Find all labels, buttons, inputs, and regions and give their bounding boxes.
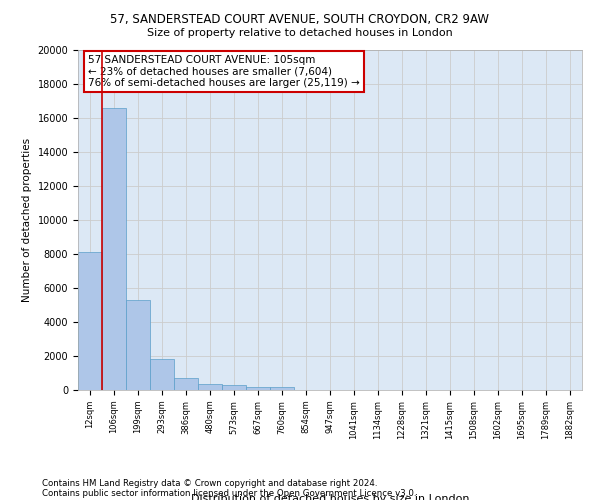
Text: 57 SANDERSTEAD COURT AVENUE: 105sqm
← 23% of detached houses are smaller (7,604): 57 SANDERSTEAD COURT AVENUE: 105sqm ← 23…	[88, 55, 360, 88]
Text: Contains HM Land Registry data © Crown copyright and database right 2024.: Contains HM Land Registry data © Crown c…	[42, 478, 377, 488]
Bar	[78, 252, 102, 390]
Bar	[126, 300, 150, 390]
Bar	[246, 386, 270, 390]
Text: 57, SANDERSTEAD COURT AVENUE, SOUTH CROYDON, CR2 9AW: 57, SANDERSTEAD COURT AVENUE, SOUTH CROY…	[110, 12, 490, 26]
Text: Size of property relative to detached houses in London: Size of property relative to detached ho…	[147, 28, 453, 38]
X-axis label: Distribution of detached houses by size in London: Distribution of detached houses by size …	[191, 494, 469, 500]
Text: Contains public sector information licensed under the Open Government Licence v3: Contains public sector information licen…	[42, 488, 416, 498]
Bar	[270, 387, 294, 390]
Bar	[198, 384, 222, 390]
Bar	[174, 378, 198, 390]
Bar	[222, 386, 246, 390]
Bar	[102, 108, 126, 390]
Bar	[150, 358, 174, 390]
Y-axis label: Number of detached properties: Number of detached properties	[22, 138, 32, 302]
